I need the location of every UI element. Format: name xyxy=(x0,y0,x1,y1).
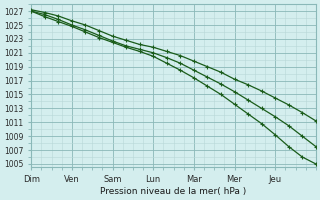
X-axis label: Pression niveau de la mer( hPa ): Pression niveau de la mer( hPa ) xyxy=(100,187,247,196)
